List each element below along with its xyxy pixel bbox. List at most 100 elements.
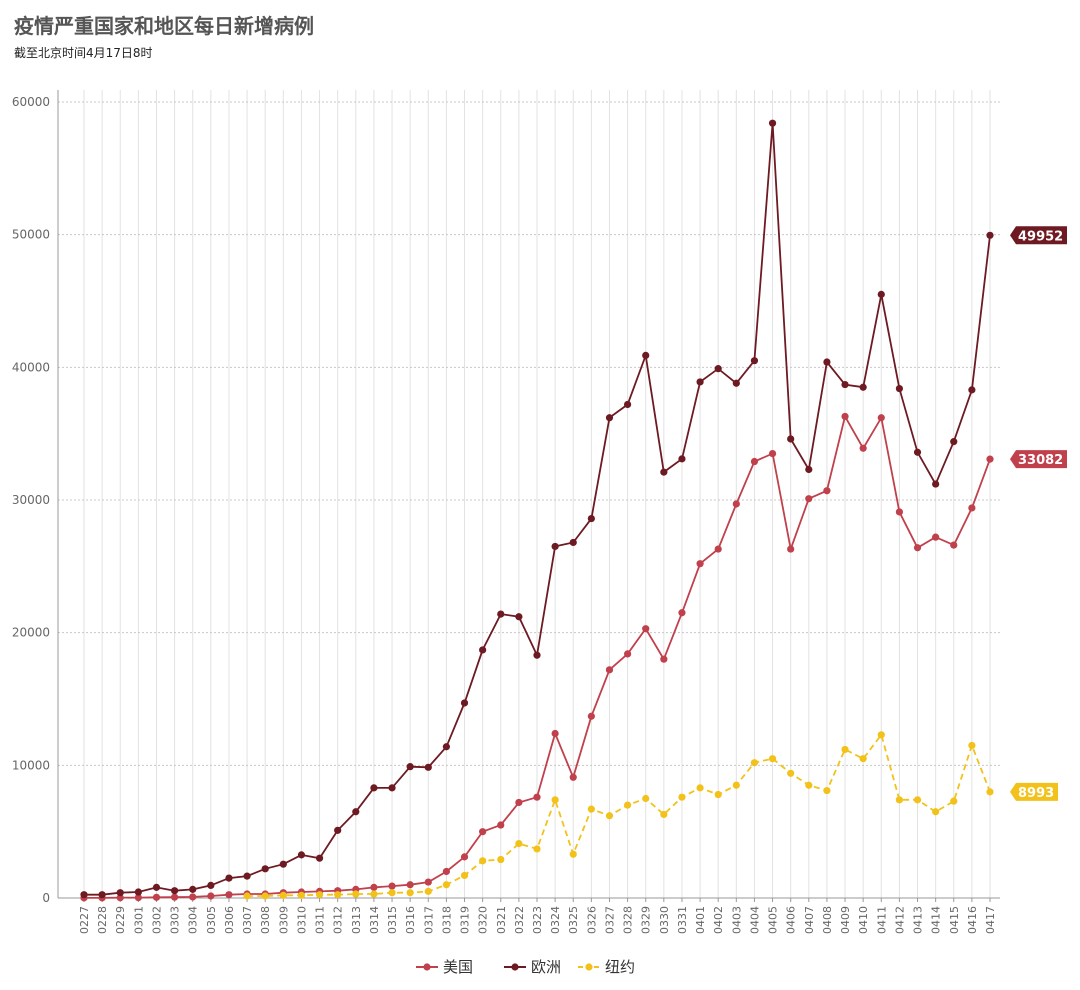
series-2-end-label: 49952 (1018, 229, 1063, 244)
series-2-point (442, 743, 450, 751)
series-2-point (98, 891, 106, 899)
x-tick-label: 0409 (839, 906, 852, 934)
chart-title: 疫情严重国家和地区每日新增病例 (14, 14, 314, 38)
legend-3-label: 纽约 (605, 958, 635, 976)
series-2-point (406, 763, 414, 771)
series-2-point (605, 414, 614, 422)
series-2-point (189, 885, 197, 893)
series-3-point (243, 892, 251, 900)
series-2-point (768, 119, 777, 127)
series-3-point (642, 794, 650, 803)
series-2-point (732, 379, 740, 387)
x-tick-label: 0316 (404, 906, 417, 934)
series-2-point (261, 865, 269, 873)
series-3-point (315, 891, 324, 899)
series-2-point (352, 808, 360, 816)
x-tick-label: 0320 (477, 906, 490, 934)
series-3-point (678, 793, 686, 801)
x-tick-label: 0412 (893, 906, 906, 934)
series-2-point (497, 610, 505, 618)
series-3-point (932, 808, 940, 816)
x-tick-label: 0405 (767, 906, 780, 934)
y-tick-label: 30000 (12, 493, 50, 507)
legend-3-marker (585, 963, 593, 971)
series-1-point (406, 881, 414, 889)
x-tick-label: 0319 (459, 906, 472, 934)
series-3-point (714, 790, 722, 799)
x-tick-label: 0315 (386, 906, 399, 934)
series-3-point (533, 845, 541, 853)
series-2-point (424, 763, 432, 771)
series-2-point (388, 784, 396, 792)
x-tick-label: 0229 (114, 906, 127, 934)
legend-2-marker (511, 963, 519, 971)
series-3-point (479, 857, 487, 865)
series-1-point (859, 444, 867, 452)
series-3-point (768, 755, 777, 763)
series-2-point (134, 888, 142, 896)
series-3-point (442, 881, 450, 889)
x-tick-label: 0416 (966, 906, 979, 934)
x-tick-label: 0313 (350, 906, 363, 934)
x-tick-label: 0301 (132, 906, 145, 934)
series-2-point (370, 784, 378, 792)
series-1-point (171, 893, 179, 901)
series-2-point (334, 826, 342, 834)
x-tick-label: 0323 (531, 906, 544, 934)
series-2-point (986, 231, 994, 239)
x-tick-label: 0328 (622, 906, 635, 934)
series-1-point (551, 729, 559, 738)
series-2-point (80, 891, 88, 899)
series-1-point (768, 449, 777, 458)
x-tick-label: 0403 (730, 906, 743, 934)
series-3-end-badge (1010, 782, 1058, 801)
x-tick-label: 0309 (277, 906, 290, 934)
x-tick-label: 0317 (422, 906, 435, 934)
series-1-point (913, 544, 922, 552)
series-3-point (370, 890, 378, 898)
x-tick-label: 0401 (694, 906, 707, 934)
series-3-point (352, 890, 360, 898)
x-tick-label: 0414 (930, 906, 943, 934)
series-1-point (823, 487, 831, 495)
series-2-point (515, 613, 523, 621)
series-3-point (823, 786, 831, 795)
x-tick-label: 0410 (857, 906, 870, 934)
series-3-point (497, 855, 505, 864)
x-tick-label: 0331 (676, 906, 689, 934)
x-tick-label: 0324 (549, 906, 562, 934)
series-1-point (189, 893, 197, 901)
series-2-point (913, 448, 922, 456)
series-2-point (533, 651, 541, 659)
series-2-point (279, 860, 287, 868)
series-1-point (932, 533, 940, 541)
x-tick-label: 0329 (640, 906, 653, 934)
x-tick-label: 0330 (658, 906, 671, 934)
y-tick-label: 0 (42, 891, 50, 905)
x-tick-label: 0402 (712, 906, 725, 934)
series-3-point (424, 887, 432, 895)
series-3-point (968, 741, 976, 750)
series-1-point (950, 541, 958, 549)
series-3-point (913, 796, 922, 804)
series-2-point (642, 351, 650, 359)
series-1-point (805, 495, 813, 503)
x-tick-label: 0303 (169, 906, 182, 934)
x-tick-label: 0325 (567, 906, 580, 934)
series-2-point (243, 872, 251, 880)
series-1-point (207, 892, 215, 900)
series-1-point (642, 625, 650, 633)
series-1-point (660, 655, 668, 663)
series-2-point (787, 435, 795, 443)
series-2-point (932, 480, 940, 488)
series-1-point (388, 882, 396, 890)
series-1-point (569, 773, 577, 781)
series-2-point (877, 290, 885, 298)
x-tick-label: 0408 (821, 906, 834, 934)
series-2-point (152, 883, 161, 891)
series-2-point (171, 887, 179, 895)
series-1-point (714, 545, 722, 553)
series-3-point (841, 745, 849, 754)
series-1-point (370, 883, 378, 891)
series-2-point (950, 438, 958, 446)
